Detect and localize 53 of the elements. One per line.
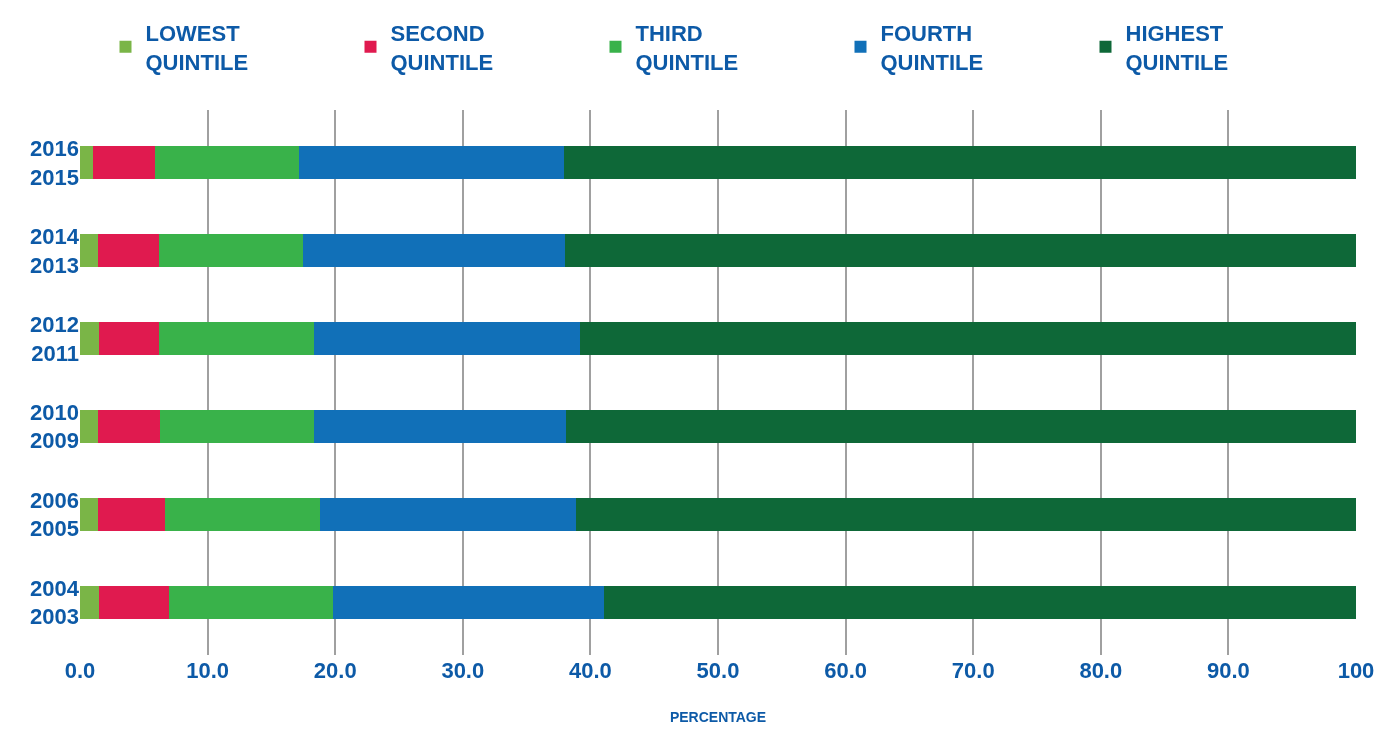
- legend-label: LOWEST QUINTILE: [145, 21, 249, 75]
- bar: [99, 585, 170, 619]
- x-tick-label: 100: [1337, 658, 1375, 683]
- x-tick-label: 20.0: [313, 658, 357, 683]
- bar: [97, 409, 161, 444]
- x-tick-label: 60.0: [824, 658, 868, 683]
- x-tick-label: 50.0: [696, 658, 740, 683]
- x-tick-label: 80.0: [1079, 658, 1123, 683]
- bar: [159, 233, 304, 268]
- bar: [564, 233, 1356, 268]
- bar: [92, 146, 156, 180]
- legend-label: THIRD QUINTILE: [635, 21, 739, 75]
- bar: [159, 321, 314, 356]
- bar: [313, 321, 581, 356]
- y-tick-label: 2012 2011: [30, 311, 79, 366]
- bar: [169, 585, 333, 619]
- x-tick-label: 40.0: [568, 658, 612, 683]
- x-tick-label: 10.0: [186, 658, 230, 683]
- bar: [80, 497, 98, 532]
- x-axis-title: PERCENTAGE: [669, 709, 767, 726]
- bar: [332, 585, 605, 619]
- bar: [80, 585, 100, 619]
- x-tick-label: 0.0: [64, 658, 96, 683]
- bar: [160, 409, 314, 444]
- bar: [165, 497, 320, 532]
- bar: [580, 321, 1356, 356]
- bar: [155, 146, 300, 180]
- bar: [80, 409, 98, 444]
- legend-label: FOURTH QUINTILE: [880, 21, 984, 75]
- bar: [299, 146, 564, 180]
- x-tick-label: 30.0: [441, 658, 485, 683]
- bar: [576, 497, 1356, 532]
- x-tick-label: 90.0: [1206, 658, 1250, 683]
- bar: [80, 321, 100, 356]
- legend-label: SECOND QUINTILE: [390, 21, 494, 75]
- bar: [97, 497, 166, 532]
- bar: [563, 146, 1356, 180]
- y-tick-label: 2014 2013: [30, 224, 80, 278]
- legend-label: HIGHEST QUINTILE: [1125, 21, 1229, 75]
- bar: [97, 233, 160, 268]
- bar: [566, 409, 1356, 444]
- bar: [303, 233, 565, 268]
- bar: [319, 497, 577, 532]
- bar: [80, 146, 93, 180]
- y-tick-label: 2006 2005: [30, 487, 79, 542]
- x-tick-label: 70.0: [951, 658, 995, 683]
- bar: [99, 321, 160, 356]
- y-tick-label: 2004 2003: [30, 575, 80, 630]
- bar: [80, 233, 98, 268]
- bar: [604, 585, 1356, 619]
- bar: [313, 409, 567, 444]
- y-tick-label: 2010 2009: [30, 399, 79, 454]
- y-tick-label: 2016 2015: [30, 136, 79, 190]
